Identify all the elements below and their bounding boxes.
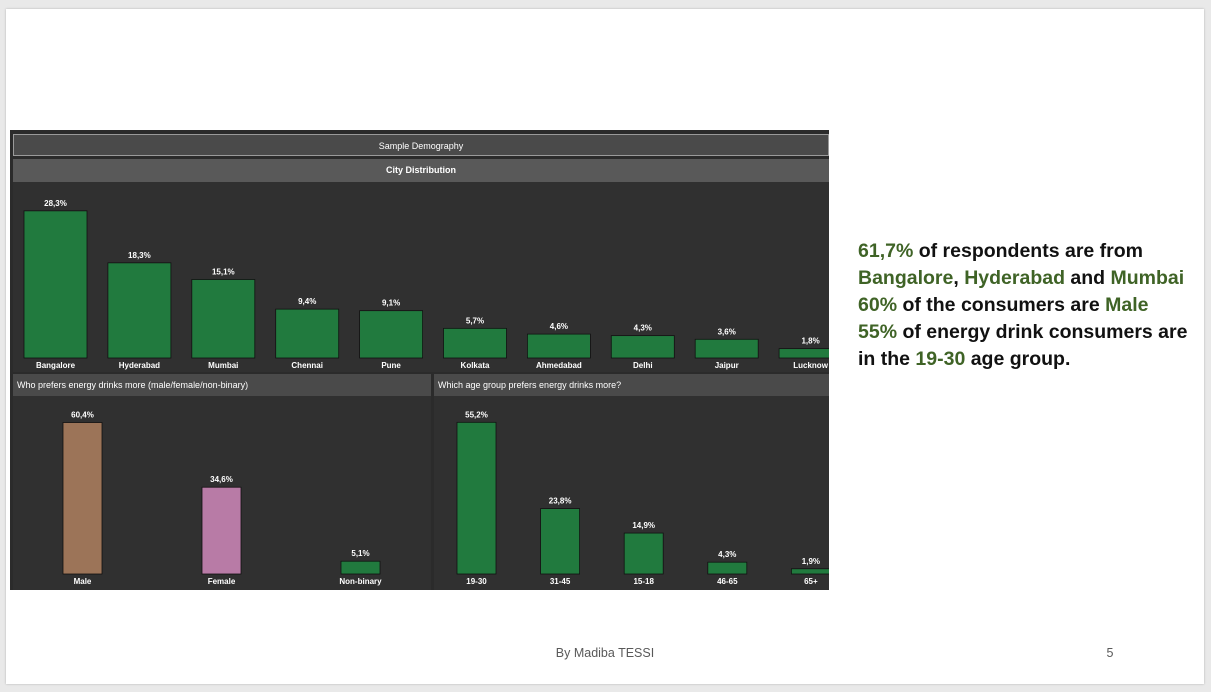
age-category-label: 65+ (804, 577, 818, 586)
insight-3-age: 19-30 (915, 348, 966, 370)
age-bar-31-45 (540, 508, 580, 575)
insight-1: 61,7% of respondents are from Bangalore,… (858, 238, 1188, 292)
insight-1-pct: 61,7% (858, 240, 914, 262)
age-category-label: 46-65 (717, 577, 738, 586)
footer-author: By Madiba TESSI (555, 646, 655, 660)
city-bar-bangalore (23, 210, 88, 359)
city-category-label: Mumbai (208, 361, 238, 370)
city-bar-pune (359, 310, 424, 359)
age-chart-panel: Which age group prefers energy drinks mo… (434, 374, 829, 590)
age-chart: 55,2% 19-30 23,8% 31-45 14,9% 15-18 4,3% 46-65 1… (456, 410, 829, 586)
insight-city-3: Mumbai (1110, 267, 1185, 289)
city-value-label: 15,1% (212, 267, 235, 276)
gender-chart: 60,4% Male 34,6% Female 5,1% Non-binary (62, 411, 382, 586)
city-chart-title: City Distribution (13, 159, 829, 182)
age-bar-65- (790, 568, 829, 575)
insight-3-text: of energy drink consumers are in the (858, 321, 1188, 370)
insight-3-end: age group. (965, 348, 1071, 370)
insight-2-male: Male (1105, 294, 1149, 316)
city-bar-jaipur (694, 338, 759, 359)
gender-bar-male (62, 422, 103, 575)
insight-3-pct: 55% (858, 321, 898, 343)
city-category-label: Hyderabad (119, 361, 160, 370)
insight-city-1: Bangalore (858, 267, 954, 289)
city-value-label: 28,3% (44, 199, 67, 208)
city-bar-chennai (275, 308, 340, 359)
insight-2-pct: 60% (858, 294, 898, 316)
city-bar-mumbai (191, 279, 256, 359)
insight-1-text: of respondents are from (913, 240, 1144, 262)
city-value-label: 3,6% (718, 327, 736, 336)
gender-chart-panel: Who prefers energy drinks more (male/fem… (13, 374, 431, 590)
insights-text: 61,7% of respondents are from Bangalore,… (858, 238, 1188, 373)
city-value-label: 4,6% (550, 322, 568, 331)
city-category-label: Pune (381, 361, 401, 370)
age-category-label: 19-30 (466, 577, 487, 586)
city-category-label: Delhi (633, 361, 653, 370)
city-chart-panel: 28,3% Bangalore 18,3% Hyderabad 15,1% Mumbai 9… (13, 182, 829, 372)
city-value-label: 1,8% (801, 337, 819, 346)
city-bar-delhi (610, 335, 675, 359)
age-category-label: 15-18 (633, 577, 654, 586)
city-category-label: Kolkata (461, 361, 490, 370)
city-value-label: 18,3% (128, 251, 151, 260)
gender-category-label: Non-binary (339, 577, 382, 586)
city-bar-ahmedabad (527, 333, 591, 359)
gender-bar-non-binary (340, 560, 381, 575)
age-value-label: 4,3% (718, 550, 736, 559)
city-bar-hyderabad (107, 262, 172, 359)
gender-value-label: 60,4% (71, 411, 94, 420)
city-value-label: 4,3% (634, 324, 652, 333)
age-bar-46-65 (707, 561, 748, 575)
age-value-label: 14,9% (632, 521, 655, 530)
age-chart-title: Which age group prefers energy drinks mo… (434, 374, 829, 396)
age-category-label: 31-45 (550, 577, 571, 586)
city-category-label: Ahmedabad (536, 361, 582, 370)
city-value-label: 9,1% (382, 299, 400, 308)
gender-value-label: 5,1% (351, 549, 369, 558)
city-category-label: Chennai (291, 361, 323, 370)
gender-bar-female (201, 486, 242, 575)
city-category-label: Jaipur (715, 361, 739, 370)
city-bar-kolkata (443, 327, 507, 359)
age-bar-19-30 (456, 421, 497, 575)
city-chart: 28,3% Bangalore 18,3% Hyderabad 15,1% Mumbai 9… (23, 199, 829, 370)
age-value-label: 55,2% (465, 410, 488, 419)
age-value-label: 1,9% (802, 557, 820, 566)
city-value-label: 9,4% (298, 297, 316, 306)
city-category-label: Bangalore (36, 361, 76, 370)
gender-value-label: 34,6% (210, 475, 233, 484)
city-category-label: Lucknow (793, 361, 828, 370)
insight-2-text: of the consumers are (897, 294, 1106, 316)
age-value-label: 23,8% (549, 497, 572, 506)
insight-comma: , (953, 267, 965, 289)
insight-city-2: Hyderabad (964, 267, 1065, 289)
gender-category-label: Male (74, 577, 92, 586)
dashboard: Sample Demography City Distribution 28,3… (10, 130, 829, 590)
dashboard-title: Sample Demography (13, 134, 829, 156)
age-bar-15-18 (623, 532, 664, 575)
insight-2: 60% of the consumers are Male (858, 292, 1188, 319)
gender-category-label: Female (208, 577, 236, 586)
page-number: 5 (1106, 646, 1114, 660)
city-bar-lucknow (778, 348, 829, 359)
insight-3: 55% of energy drink consumers are in the… (858, 319, 1188, 373)
insight-and: and (1065, 267, 1111, 289)
city-value-label: 5,7% (466, 316, 484, 325)
gender-chart-title: Who prefers energy drinks more (male/fem… (13, 374, 431, 396)
